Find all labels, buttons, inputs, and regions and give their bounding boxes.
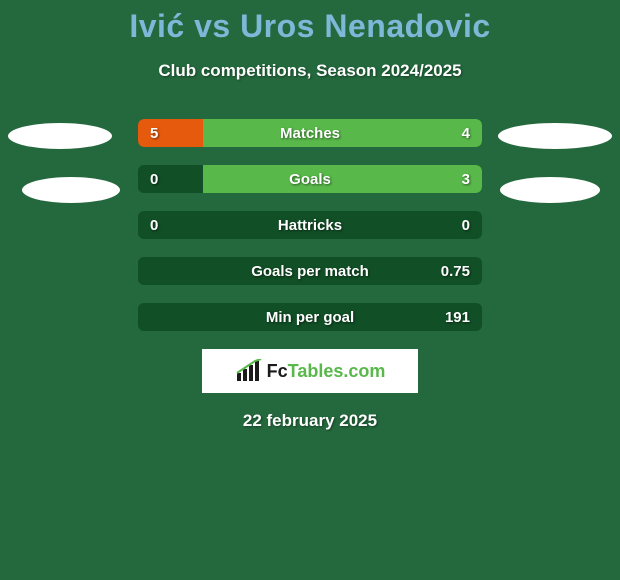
stat-row-matches: 5 4 Matches <box>138 119 482 147</box>
bars-icon <box>235 359 263 383</box>
logo-text: FcTables.com <box>267 361 386 382</box>
date-text: 22 february 2025 <box>0 411 620 431</box>
comparison-infographic: Ivić vs Uros Nenadovic Club competitions… <box>0 0 620 580</box>
stat-right-value: 0 <box>462 217 470 234</box>
stat-right-value: 3 <box>462 171 470 188</box>
stat-left-value: 5 <box>150 125 158 142</box>
ellipse-decor-3 <box>500 177 600 203</box>
logo-text-left: Fc <box>267 361 288 381</box>
stat-right-value: 4 <box>462 125 470 142</box>
stat-left-value: 0 <box>150 171 158 188</box>
stat-left-value: 0 <box>150 217 158 234</box>
stat-row-goals: 0 3 Goals <box>138 165 482 193</box>
stat-right-value: 0.75 <box>441 263 470 280</box>
logo-text-right: Tables.com <box>288 361 386 381</box>
stats-container: 5 4 Matches 0 3 Goals 0 0 Hattricks <box>138 119 482 331</box>
stat-row-gpm: 0.75 Goals per match <box>138 257 482 285</box>
fctables-logo: FcTables.com <box>202 349 418 393</box>
page-title: Ivić vs Uros Nenadovic <box>0 0 620 45</box>
ellipse-decor-0 <box>8 123 112 149</box>
stat-row-mpg: 191 Min per goal <box>138 303 482 331</box>
ellipse-decor-2 <box>498 123 612 149</box>
subtitle: Club competitions, Season 2024/2025 <box>0 61 620 81</box>
stat-row-hattricks: 0 0 Hattricks <box>138 211 482 239</box>
stat-right-value: 191 <box>445 309 470 326</box>
ellipse-decor-1 <box>22 177 120 203</box>
